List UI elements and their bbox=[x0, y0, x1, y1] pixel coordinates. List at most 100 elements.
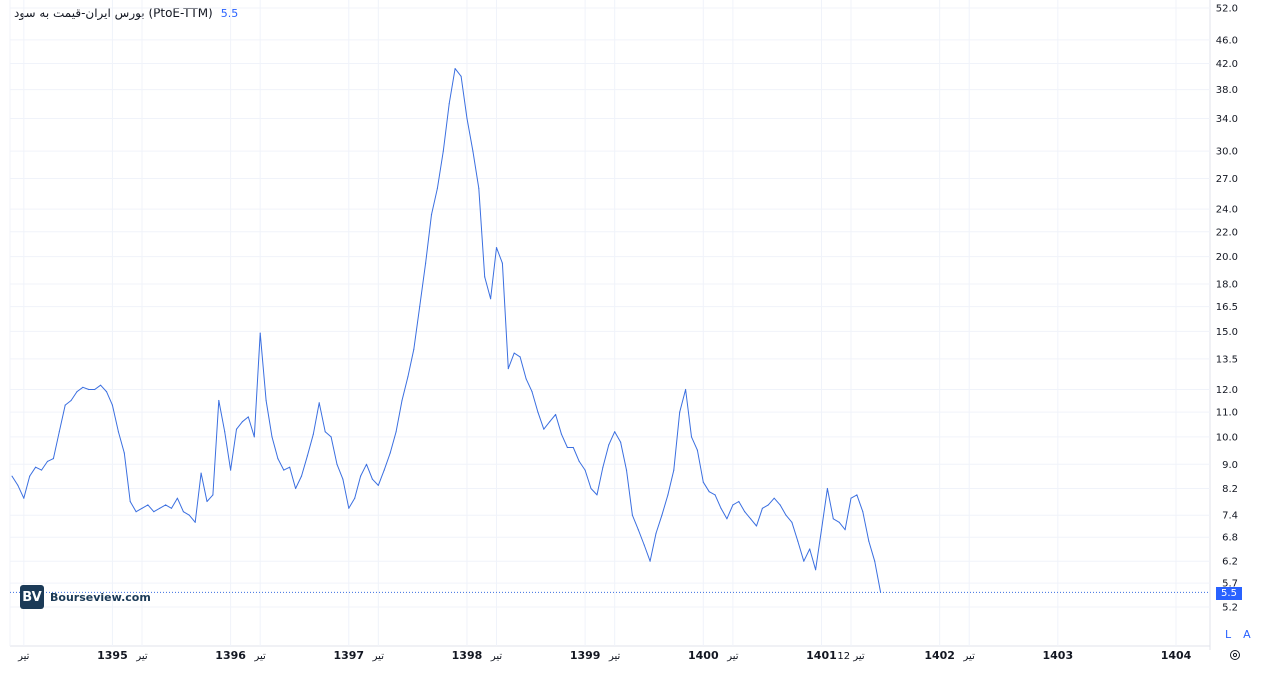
x-tick-label: تیر bbox=[490, 651, 503, 662]
settings-icon[interactable] bbox=[1229, 649, 1241, 661]
data-point bbox=[377, 484, 379, 486]
data-point bbox=[755, 525, 758, 527]
data-point bbox=[661, 514, 663, 516]
data-point bbox=[430, 214, 433, 216]
data-point bbox=[289, 466, 291, 468]
data-point bbox=[549, 421, 551, 423]
data-point bbox=[744, 511, 746, 513]
data-point bbox=[478, 187, 480, 189]
y-tick-label: 30.0 bbox=[1216, 147, 1238, 158]
x-tick-label: 1399 bbox=[570, 649, 601, 662]
x-tick-label: تیر bbox=[608, 651, 621, 662]
scale-buttons: L A bbox=[1221, 627, 1255, 642]
data-point bbox=[194, 521, 196, 523]
y-tick-label: 5.7 bbox=[1222, 579, 1238, 590]
data-point bbox=[667, 494, 669, 496]
data-point bbox=[277, 458, 279, 460]
data-point bbox=[336, 463, 338, 465]
data-point bbox=[105, 391, 108, 393]
data-point bbox=[454, 68, 456, 70]
y-tick-label: 10.0 bbox=[1216, 432, 1238, 443]
data-point bbox=[40, 469, 43, 471]
data-point bbox=[395, 431, 397, 433]
data-point bbox=[868, 540, 870, 542]
x-tick-label: 1401 bbox=[806, 649, 837, 662]
data-point bbox=[608, 444, 610, 446]
y-tick-label: 11.0 bbox=[1216, 408, 1238, 419]
data-point bbox=[111, 404, 113, 406]
data-point bbox=[649, 560, 651, 562]
data-point bbox=[153, 511, 155, 513]
data-point bbox=[673, 469, 675, 471]
x-tick-label: 12 تیر bbox=[837, 651, 864, 662]
data-point bbox=[643, 544, 645, 546]
data-point bbox=[826, 487, 829, 490]
data-point bbox=[460, 75, 462, 77]
data-point bbox=[555, 413, 557, 416]
bourseview-logo-icon: BV bbox=[20, 585, 44, 609]
data-point bbox=[779, 504, 781, 506]
data-point bbox=[442, 150, 444, 152]
data-point bbox=[200, 472, 202, 474]
data-point bbox=[419, 306, 421, 308]
data-point bbox=[295, 487, 297, 490]
y-tick-label: 20.0 bbox=[1216, 252, 1238, 263]
y-tick-label: 27.0 bbox=[1216, 174, 1238, 185]
data-point bbox=[141, 507, 143, 509]
data-point bbox=[803, 560, 805, 562]
x-tick-label: 1403 bbox=[1043, 649, 1074, 662]
y-tick-label: 5.2 bbox=[1222, 603, 1238, 614]
y-tick-label: 12.0 bbox=[1216, 385, 1238, 396]
data-point bbox=[448, 103, 450, 105]
data-point bbox=[46, 460, 49, 462]
data-point bbox=[147, 504, 149, 506]
x-tick-label: 1395 bbox=[97, 649, 128, 662]
x-tick-label: 1398 bbox=[452, 649, 483, 662]
chart-last-value: 5.5 bbox=[220, 7, 239, 20]
data-point bbox=[708, 491, 710, 493]
data-point bbox=[602, 466, 604, 468]
data-point bbox=[655, 532, 657, 535]
data-point bbox=[773, 497, 775, 499]
data-point bbox=[838, 521, 840, 523]
y-tick-label: 6.8 bbox=[1222, 533, 1238, 544]
log-scale-button[interactable]: L bbox=[1225, 628, 1232, 641]
data-point bbox=[159, 507, 161, 509]
data-point bbox=[761, 507, 764, 509]
y-tick-label: 8.2 bbox=[1222, 484, 1238, 495]
data-point bbox=[720, 507, 722, 509]
data-point bbox=[702, 481, 704, 483]
data-point bbox=[100, 384, 102, 386]
data-point bbox=[218, 399, 220, 402]
data-point bbox=[507, 368, 509, 370]
data-point bbox=[265, 399, 267, 402]
y-tick-label: 42.0 bbox=[1216, 59, 1238, 70]
data-point bbox=[862, 511, 864, 513]
data-point bbox=[52, 458, 55, 460]
data-point bbox=[501, 262, 503, 264]
data-point bbox=[64, 404, 66, 406]
data-point bbox=[129, 500, 131, 503]
data-point bbox=[560, 433, 563, 435]
data-point bbox=[625, 469, 628, 471]
data-point bbox=[306, 455, 308, 457]
x-tick-label: تیر bbox=[17, 651, 30, 662]
data-point bbox=[815, 569, 817, 571]
data-point bbox=[484, 276, 486, 278]
x-tick-label: تیر bbox=[135, 651, 148, 662]
data-point bbox=[23, 497, 25, 499]
y-tick-label: 24.0 bbox=[1216, 205, 1238, 216]
data-point bbox=[354, 497, 356, 499]
data-point bbox=[809, 548, 811, 550]
auto-scale-button[interactable]: A bbox=[1243, 628, 1251, 641]
data-point bbox=[165, 504, 167, 506]
data-point bbox=[525, 378, 527, 380]
data-point bbox=[490, 298, 492, 300]
data-point bbox=[614, 431, 616, 433]
data-point bbox=[797, 540, 799, 542]
data-point bbox=[696, 449, 699, 451]
data-point bbox=[206, 500, 208, 503]
data-point bbox=[495, 247, 498, 249]
data-point bbox=[389, 452, 391, 454]
